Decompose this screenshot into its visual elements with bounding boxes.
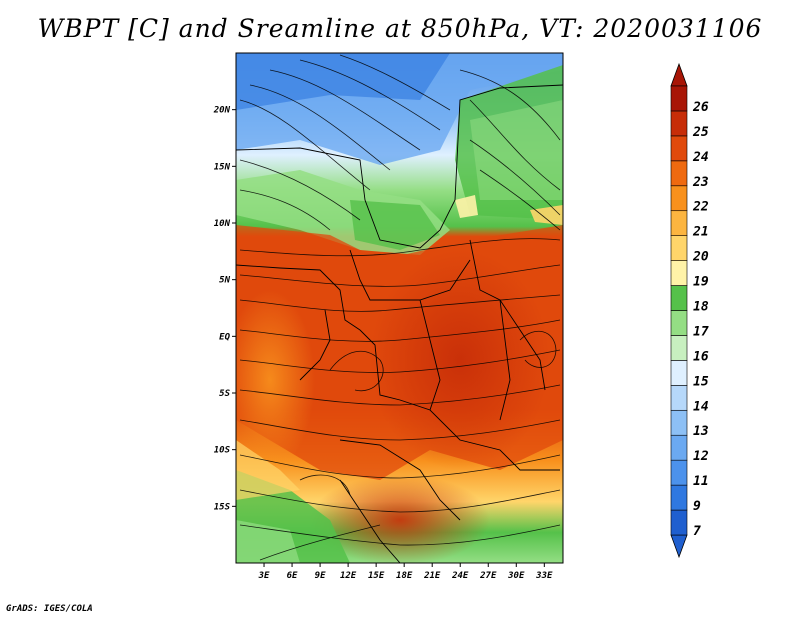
colorbar-label: 25 <box>692 125 709 140</box>
lon-label: 18E <box>396 571 413 581</box>
colorbar-segment <box>670 235 688 261</box>
colorbar-label: 13 <box>693 424 709 439</box>
colorbar-label: 15 <box>693 374 709 389</box>
lon-label: 3E <box>258 571 270 581</box>
lon-label: 9E <box>315 571 326 581</box>
latitude-axis: 20N 15N 10N 5N EQ 5S 10S 15S <box>213 106 236 512</box>
lon-label: 33E <box>535 571 553 581</box>
colorbar-segment <box>670 185 688 212</box>
lat-label: 10N <box>214 219 231 229</box>
colorbar-label: 23 <box>692 175 709 190</box>
lat-label: 5N <box>219 276 230 286</box>
lon-label: 27E <box>479 571 497 581</box>
colorbar-segment <box>670 85 688 112</box>
colorbar-segment <box>670 310 688 336</box>
map-title: WBPT [C] and Sreamline at 850hPa, VT: 20… <box>37 14 763 43</box>
colorbar-label: 11 <box>693 474 709 489</box>
colorbar-label: 20 <box>692 250 709 265</box>
colorbar-label: 12 <box>693 449 709 464</box>
lon-label: 30E <box>507 571 525 581</box>
colorbar-label: 19 <box>693 275 709 290</box>
colorbar-label: 24 <box>692 150 709 165</box>
colorbar-segment <box>670 459 688 486</box>
colorbar-segment <box>670 360 688 386</box>
colorbar-label: 17 <box>693 324 709 339</box>
lon-label: 12E <box>340 571 357 581</box>
lat-label: 5S <box>219 389 230 399</box>
wbpt-field <box>236 53 563 563</box>
colorbar-label: 14 <box>693 399 709 414</box>
colorbar-segment <box>670 484 688 511</box>
colorbar-under-triangle <box>670 534 688 559</box>
map-frame <box>235 52 564 564</box>
colorbar-label: 9 <box>693 499 701 514</box>
colorbar-segment <box>670 335 688 361</box>
colorbar-segment <box>670 160 688 187</box>
colorbar-label: 21 <box>692 225 709 240</box>
colorbar-label: 22 <box>692 200 709 215</box>
lon-label: 6E <box>287 571 298 581</box>
colorbar-label: 7 <box>693 524 701 539</box>
colorbar-label: 26 <box>692 100 709 115</box>
colorbar-segment <box>670 434 688 461</box>
colorbar-segment <box>670 110 688 137</box>
lat-label: 15N <box>214 162 231 172</box>
longitude-axis: 3E 6E 9E 12E 15E 18E 21E 24E 27E 30E 33E <box>258 563 553 581</box>
colorbar-segment <box>670 210 688 236</box>
colorbar: 7 9 11 12 13 14 15 16 17 18 19 20 21 22 23 24 25 26 <box>670 62 709 559</box>
lon-label: 21E <box>423 571 441 581</box>
streamlines <box>239 54 561 561</box>
colorbar-label: 16 <box>693 349 709 364</box>
colorbar-segment <box>670 409 688 436</box>
country-borders <box>236 84 563 563</box>
lon-label: 24E <box>451 571 469 581</box>
lat-label: 10S <box>214 446 231 456</box>
colorbar-segment <box>670 135 688 162</box>
lat-label: 20N <box>213 106 231 116</box>
colorbar-segment <box>670 260 688 286</box>
footer-credit: GrADS: IGES/COLA <box>6 604 93 614</box>
colorbar-segment <box>670 509 688 536</box>
colorbar-segment <box>670 385 688 411</box>
colorbar-over-triangle <box>670 62 688 87</box>
colorbar-segment <box>670 285 688 311</box>
lat-label: EQ <box>219 332 230 342</box>
lat-label: 15S <box>214 502 231 512</box>
colorbar-label: 18 <box>693 300 709 315</box>
lon-label: 15E <box>368 571 385 581</box>
